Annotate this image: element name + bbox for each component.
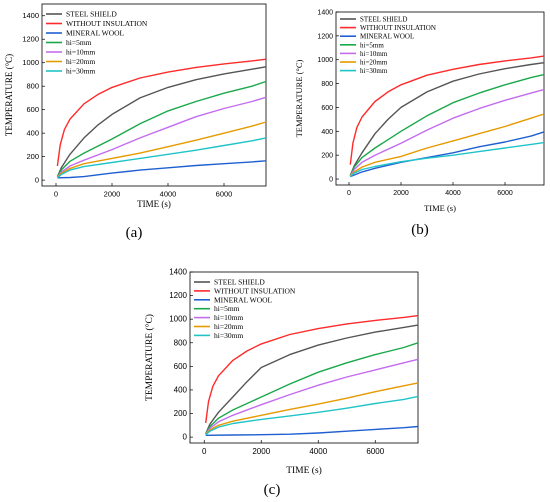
x-axis-label: TIME (s) — [286, 465, 322, 476]
y-axis-label: TEMPERATURE (°C) — [294, 59, 304, 137]
y-tick-label: 1200 — [169, 291, 187, 300]
panel-label-a: (a) — [126, 225, 143, 241]
legend-label: STEEL SHIELD — [214, 278, 265, 287]
legend-label: hi=30mm — [66, 67, 95, 76]
series-line — [205, 382, 419, 435]
plot-frame — [189, 271, 419, 444]
legend-label: hi=20mm — [360, 59, 388, 67]
x-tick-label: 4000 — [445, 190, 461, 197]
y-tick-label: 1000 — [169, 315, 187, 324]
series-line — [205, 342, 419, 434]
x-tick-label: 2000 — [104, 190, 121, 199]
series-line — [56, 58, 267, 167]
x-tick-label: 0 — [202, 447, 207, 456]
x-axis-label: TIME (s) — [424, 203, 456, 213]
legend-label: MINERAL WOOL — [360, 33, 414, 41]
legend-label: MINERAL WOOL — [66, 29, 125, 38]
series-line — [205, 395, 419, 436]
y-axis-label: TEMPERATURE (°C) — [4, 54, 14, 136]
y-tick-label: 400 — [321, 129, 333, 136]
y-tick-label: 0 — [35, 176, 39, 185]
panel-label-b: (b) — [411, 222, 429, 238]
y-tick-label: 600 — [174, 362, 188, 371]
series-line — [349, 73, 545, 176]
series-line — [56, 121, 267, 178]
x-tick-label: 6000 — [216, 190, 233, 199]
series-line — [57, 160, 267, 179]
series-line — [205, 358, 419, 435]
chart-panel-a: 0 200 400 600 800 1000 1200 1400 0 2000 4000 6000 TI… — [4, 3, 267, 209]
y-tick-label: 1200 — [317, 33, 333, 40]
plot-frame — [335, 11, 545, 186]
legend-label: STEEL SHIELD — [66, 10, 117, 19]
x-tick-label: 4000 — [309, 447, 327, 456]
legend-label: MINERAL WOOL — [214, 295, 273, 304]
chart-panel-c: 0 200 400 600 800 1000 1200 1400 0 2000 4000 6000 TI… — [144, 268, 419, 476]
series-line — [205, 314, 419, 424]
series-line — [56, 80, 267, 177]
legend-label: hi=30mm — [360, 67, 388, 75]
x-tick-label: 0 — [54, 190, 58, 199]
y-tick-label: 0 — [329, 177, 333, 184]
series-line — [56, 137, 267, 179]
y-tick-label: 600 — [321, 105, 333, 112]
plot-frame — [41, 3, 267, 187]
x-tick-label: 2000 — [252, 447, 270, 456]
legend-label: hi=30mm — [214, 331, 243, 340]
y-tick-label: 800 — [26, 82, 39, 91]
y-tick-label: 1000 — [22, 58, 39, 67]
x-axis-label: TIME (s) — [137, 199, 171, 209]
y-tick-label: 1400 — [22, 11, 39, 20]
y-tick-label: 1400 — [169, 268, 187, 277]
y-axis-label: TEMPERATURE (°C) — [144, 314, 155, 401]
legend-label: hi=10mm — [214, 313, 243, 322]
legend-label: WITHOUT INSULATION — [66, 19, 148, 28]
legend-label: hi=20mm — [214, 322, 243, 331]
y-tick-label: 400 — [26, 129, 39, 138]
y-tick-label: 1400 — [317, 10, 333, 17]
series-line — [349, 141, 545, 178]
legend-label: STEEL SHIELD — [360, 16, 407, 24]
y-tick-label: 1000 — [317, 57, 333, 64]
x-tick-label: 6000 — [366, 447, 384, 456]
y-tick-label: 200 — [321, 153, 333, 160]
legend-label: WITHOUT INSULATION — [214, 286, 296, 295]
series-line — [350, 131, 545, 178]
x-tick-label: 0 — [347, 190, 351, 197]
panel-label-c: (c) — [264, 482, 281, 498]
legend-label: WITHOUT INSULATION — [360, 24, 436, 32]
y-tick-label: 600 — [26, 105, 39, 114]
legend-label: hi=10mm — [360, 50, 388, 58]
series-line — [349, 113, 545, 177]
legend-label: hi=20mm — [66, 57, 95, 66]
legend-label: hi=10mm — [66, 48, 95, 57]
series-line — [349, 62, 545, 176]
y-tick-label: 200 — [26, 152, 39, 161]
series-line — [205, 425, 419, 436]
series-line — [349, 88, 545, 177]
series-line — [205, 324, 419, 434]
series-line — [349, 55, 545, 165]
y-tick-label: 1200 — [22, 35, 39, 44]
y-tick-label: 400 — [174, 385, 188, 394]
y-tick-label: 0 — [183, 433, 188, 442]
y-tick-label: 800 — [321, 81, 333, 88]
x-tick-label: 6000 — [497, 190, 513, 197]
y-tick-label: 800 — [174, 338, 188, 347]
x-tick-label: 4000 — [160, 190, 177, 199]
legend-label: hi=5mm — [66, 38, 92, 47]
series-line — [56, 66, 267, 177]
chart-panel-b: 0 200 400 600 800 1000 1200 1400 0 2000 4000 6000 TI… — [294, 10, 545, 213]
y-tick-label: 200 — [174, 409, 188, 418]
legend-label: hi=5mm — [360, 41, 384, 49]
series-line — [56, 96, 267, 178]
legend-label: hi=5mm — [214, 304, 240, 313]
x-tick-label: 2000 — [393, 190, 409, 197]
